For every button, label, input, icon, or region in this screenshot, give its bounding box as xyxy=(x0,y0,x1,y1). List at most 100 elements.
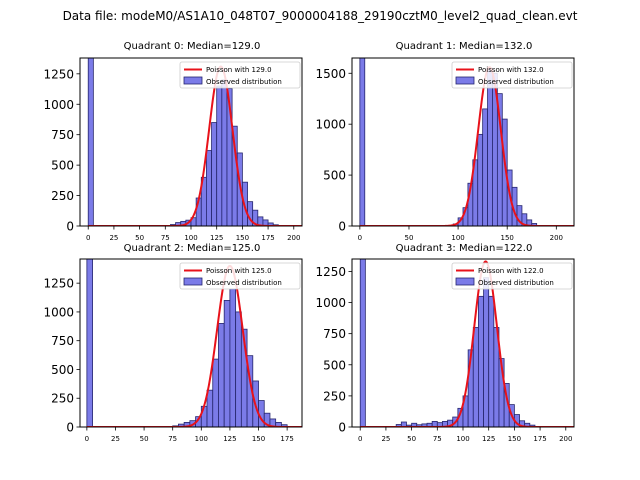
y-tick-label: 500 xyxy=(323,358,346,372)
histogram-bar xyxy=(487,67,493,226)
y-tick-label: 1000 xyxy=(315,296,346,310)
axes-frame xyxy=(79,258,303,428)
histogram-bar xyxy=(477,133,484,226)
figure-title: Data file: modeM0/AS1A10_048T07_90000041… xyxy=(63,9,578,23)
histogram-bar xyxy=(211,122,218,226)
quadrant-1-title: Quadrant 1: Median=132.0 xyxy=(396,41,533,52)
histogram-bar xyxy=(482,108,488,226)
y-tick-label: 0 xyxy=(338,220,346,234)
y-tick-label: 250 xyxy=(51,392,74,406)
histogram-bar xyxy=(221,79,228,226)
y-tick-label: 1000 xyxy=(43,305,74,319)
histogram-bar-zero xyxy=(359,58,366,226)
y-tick-label: 0 xyxy=(66,220,74,234)
x-tick-label: 100 xyxy=(451,234,464,242)
legend-hist-swatch xyxy=(183,76,203,85)
legend: Poisson with 125.0 Observed distribution xyxy=(179,262,301,290)
x-tick-label: 75 xyxy=(433,435,442,443)
y-tick-label: 500 xyxy=(51,159,74,173)
x-tick-label: 200 xyxy=(559,435,572,443)
y-tick-label: 0 xyxy=(66,421,74,435)
histogram-bar-zero xyxy=(359,259,366,427)
legend-hist-label: Observed distribution xyxy=(478,279,554,287)
x-tick-label: 50 xyxy=(135,234,144,242)
x-tick-label: 25 xyxy=(111,435,120,443)
histogram-bar-zero xyxy=(86,259,93,427)
x-tick-label: 25 xyxy=(381,435,390,443)
x-tick-label: 100 xyxy=(456,435,469,443)
legend: Poisson with 132.0 Observed distribution xyxy=(451,61,573,89)
quadrant-2-title: Quadrant 2: Median=125.0 xyxy=(124,243,261,254)
x-tick-label: 50 xyxy=(140,435,149,443)
legend-hist-label: Observed distribution xyxy=(206,78,282,86)
histogram-bar xyxy=(472,327,479,427)
poisson-curve xyxy=(88,65,302,226)
histogram-bar xyxy=(223,300,231,427)
x-tick-label: 150 xyxy=(501,234,514,242)
quadrant-3-title: Quadrant 3: Median=122.0 xyxy=(396,243,533,254)
poisson-curve xyxy=(86,264,302,427)
histogram-bar xyxy=(206,389,214,427)
histogram-bar xyxy=(212,358,219,427)
poisson-curve xyxy=(359,66,574,226)
legend-poisson-label: Poisson with 125.0 xyxy=(206,267,272,275)
histogram-bar xyxy=(218,323,225,427)
x-tick-label: 200 xyxy=(287,234,300,242)
y-tick-label: 1250 xyxy=(43,67,74,81)
axes-frame xyxy=(351,57,575,227)
x-tick-label: 0 xyxy=(85,435,89,443)
legend-hist-label: Observed distribution xyxy=(478,78,554,86)
legend-box xyxy=(179,262,301,290)
x-tick-label: 175 xyxy=(280,435,293,443)
x-tick-label: 175 xyxy=(533,435,546,443)
histogram-bar xyxy=(281,424,288,427)
x-tick-label: 200 xyxy=(550,234,563,242)
y-tick-label: 0 xyxy=(338,421,346,435)
x-tick-label: 100 xyxy=(184,234,197,242)
legend-hist-label: Observed distribution xyxy=(206,279,282,287)
y-tick-label: 750 xyxy=(51,334,74,348)
legend: Poisson with 129.0 Observed distribution xyxy=(179,61,301,89)
histogram-bar xyxy=(229,288,237,427)
legend-poisson-label: Poisson with 129.0 xyxy=(206,66,272,74)
x-tick-label: 25 xyxy=(109,234,118,242)
poisson-curve xyxy=(360,260,574,427)
x-tick-label: 125 xyxy=(223,435,236,443)
histogram-bar xyxy=(216,85,223,226)
legend: Poisson with 122.0 Observed distribution xyxy=(451,262,573,290)
histogram-bar-zero xyxy=(87,58,94,226)
x-tick-label: 0 xyxy=(358,234,362,242)
x-tick-label: 50 xyxy=(405,234,414,242)
x-tick-label: 100 xyxy=(195,435,208,443)
x-tick-label: 150 xyxy=(236,234,249,242)
y-tick-label: 1250 xyxy=(315,265,346,279)
x-tick-label: 50 xyxy=(407,435,416,443)
x-tick-label: 150 xyxy=(252,435,265,443)
legend-box xyxy=(179,61,301,89)
y-tick-label: 750 xyxy=(51,128,74,142)
legend-box xyxy=(451,61,573,89)
x-tick-label: 75 xyxy=(168,435,177,443)
legend-hist-swatch xyxy=(455,277,475,286)
x-tick-label: 125 xyxy=(210,234,223,242)
y-tick-label: 1250 xyxy=(43,277,74,291)
quadrant-3-panel: Quadrant 3: Median=122.0 0 25 50 75 100 125 15… xyxy=(315,243,575,443)
histogram-bar xyxy=(488,295,495,427)
quadrant-0-title: Quadrant 0: Median=129.0 xyxy=(124,41,261,52)
y-tick-label: 1000 xyxy=(315,118,346,132)
y-tick-label: 500 xyxy=(323,169,346,183)
x-tick-label: 0 xyxy=(86,234,90,242)
quadrant-0-panel: Quadrant 0: Median=129.0 0 25 50 75 100 125 15… xyxy=(43,41,303,242)
x-tick-label: 175 xyxy=(261,234,274,242)
x-tick-label: 75 xyxy=(161,234,170,242)
quadrant-2-panel: Quadrant 2: Median=125.0 0 25 50 75 100 125 15… xyxy=(43,243,303,443)
legend-hist-swatch xyxy=(183,277,203,286)
y-tick-label: 1000 xyxy=(43,98,74,112)
legend-box xyxy=(451,262,573,290)
y-tick-label: 250 xyxy=(323,389,346,403)
y-tick-label: 1500 xyxy=(315,67,346,81)
legend-poisson-label: Poisson with 132.0 xyxy=(478,66,544,74)
histogram-bar xyxy=(526,219,533,226)
x-tick-label: 125 xyxy=(482,435,495,443)
